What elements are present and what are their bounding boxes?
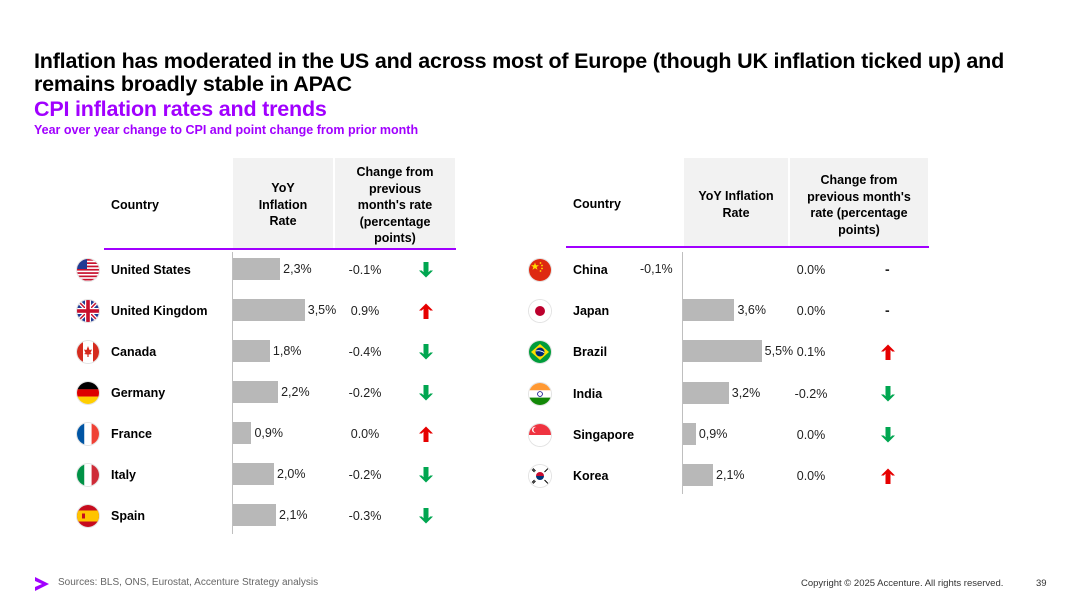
right-yoy-header: YoY Inflation Rate	[698, 189, 774, 220]
change-value: -0.2%	[794, 386, 828, 401]
right-header-rule	[566, 246, 929, 248]
brazil-flag-icon	[529, 341, 551, 364]
change-value: -0.2%	[348, 468, 382, 482]
change-value: 0.0%	[796, 427, 826, 442]
us-flag-icon	[77, 259, 99, 281]
bar-yoy	[683, 464, 714, 486]
right-yoy-header-bg	[684, 158, 788, 246]
change-value: -0.1%	[348, 263, 382, 277]
bar-yoy	[233, 258, 281, 280]
country-name: China	[573, 263, 608, 277]
arrow-down-icon	[417, 343, 435, 361]
yoy-value-label: 3,5%	[307, 303, 337, 317]
change-value: -0.3%	[348, 509, 382, 523]
bar-yoy	[233, 422, 252, 444]
india-flag-icon	[529, 382, 551, 405]
arrow-down-icon	[417, 466, 435, 484]
page-number: 39	[1036, 578, 1047, 589]
bar-yoy	[683, 381, 729, 404]
accenture-logo-icon	[35, 577, 49, 591]
china-flag-icon	[529, 259, 551, 281]
korea-flag-icon	[529, 465, 551, 487]
right-country-header: Country	[573, 197, 621, 211]
arrow-down-icon	[417, 384, 435, 402]
change-value: 0.1%	[796, 345, 826, 360]
yoy-value-label: 5,5%	[764, 344, 794, 359]
bar-yoy	[233, 340, 270, 362]
japan-flag-icon	[529, 300, 551, 323]
yoy-value-label: 0,9%	[254, 426, 283, 440]
bar-yoy	[233, 504, 277, 526]
trend-flat-icon: -	[885, 302, 890, 319]
canada-flag-icon	[77, 341, 99, 363]
change-value: 0.0%	[796, 469, 826, 483]
arrow-up-icon	[417, 302, 435, 320]
copyright: Copyright © 2025 Accenture. All rights r…	[801, 578, 1004, 589]
yoy-value-label: 2,0%	[277, 467, 306, 481]
yoy-value-label: 2,2%	[281, 385, 310, 399]
bar-yoy	[233, 299, 305, 321]
source-note: Sources: BLS, ONS, Eurostat, Accenture S…	[58, 577, 319, 588]
arrow-up-icon	[879, 467, 897, 485]
arrow-down-icon	[417, 507, 435, 525]
country-name: Korea	[573, 469, 609, 483]
change-value: 0.0%	[350, 427, 380, 441]
singapore-flag-icon	[529, 423, 551, 446]
left-country-header: Country	[111, 198, 159, 212]
yoy-value-label: 3,2%	[731, 385, 761, 400]
change-value: -0.2%	[348, 386, 382, 400]
yoy-value-label: 0,9%	[698, 426, 728, 441]
spain-flag-icon	[77, 505, 99, 527]
arrow-down-icon	[417, 261, 435, 279]
yoy-value-label: -0,1%	[640, 262, 673, 276]
country-name: Germany	[111, 386, 166, 400]
bar-yoy	[683, 340, 762, 363]
bar-yoy	[233, 381, 279, 403]
trend-flat-icon: -	[885, 261, 890, 277]
yoy-value-label: 2,3%	[283, 262, 312, 276]
left-change-header-bg	[335, 158, 455, 248]
country-name: India	[573, 386, 603, 401]
bar-yoy	[683, 299, 735, 322]
change-value: 0.0%	[796, 304, 826, 319]
page-title: Inflation has moderated in the US and ac…	[34, 49, 1005, 96]
right-bar-axis	[682, 252, 683, 494]
arrow-up-icon	[417, 425, 435, 443]
change-value: 0.0%	[796, 263, 826, 277]
country-name: Italy	[111, 468, 137, 482]
right-change-header: Change from previous month's rate (perce…	[807, 173, 911, 237]
country-name: Brazil	[573, 345, 608, 360]
change-value: 0.9%	[350, 304, 380, 318]
country-name: United States	[111, 263, 191, 277]
uk-flag-icon	[77, 300, 99, 322]
chart-description: Year over year change to CPI and point c…	[34, 123, 419, 137]
country-name: United Kingdom	[111, 304, 208, 318]
germany-flag-icon	[77, 382, 99, 404]
france-flag-icon	[77, 423, 99, 445]
country-name: France	[111, 427, 152, 441]
country-name: Spain	[111, 509, 146, 523]
country-name: Canada	[111, 345, 157, 359]
arrow-down-icon	[879, 426, 897, 444]
italy-flag-icon	[77, 464, 99, 486]
left-header-rule	[104, 248, 456, 250]
left-yoy-header: YoY Inflation Rate	[258, 181, 308, 228]
chart-subtitle: CPI inflation rates and trends	[34, 97, 327, 121]
right-change-header-bg	[790, 158, 928, 246]
bar-yoy	[233, 463, 274, 485]
arrow-down-icon	[879, 385, 897, 403]
left-yoy-header-bg	[233, 158, 333, 248]
country-name: Singapore	[573, 427, 635, 442]
change-value: -0.4%	[348, 345, 382, 359]
bar-yoy	[683, 422, 696, 445]
yoy-value-label: 1,8%	[272, 344, 302, 358]
yoy-value-label: 2,1%	[279, 508, 308, 522]
country-name: Japan	[573, 304, 610, 319]
yoy-value-label: 2,1%	[716, 468, 745, 482]
arrow-up-icon	[879, 343, 897, 361]
left-bar-axis	[232, 252, 233, 534]
left-change-header: Change from previous month's rate (perce…	[356, 165, 434, 245]
yoy-value-label: 3,6%	[737, 303, 766, 318]
